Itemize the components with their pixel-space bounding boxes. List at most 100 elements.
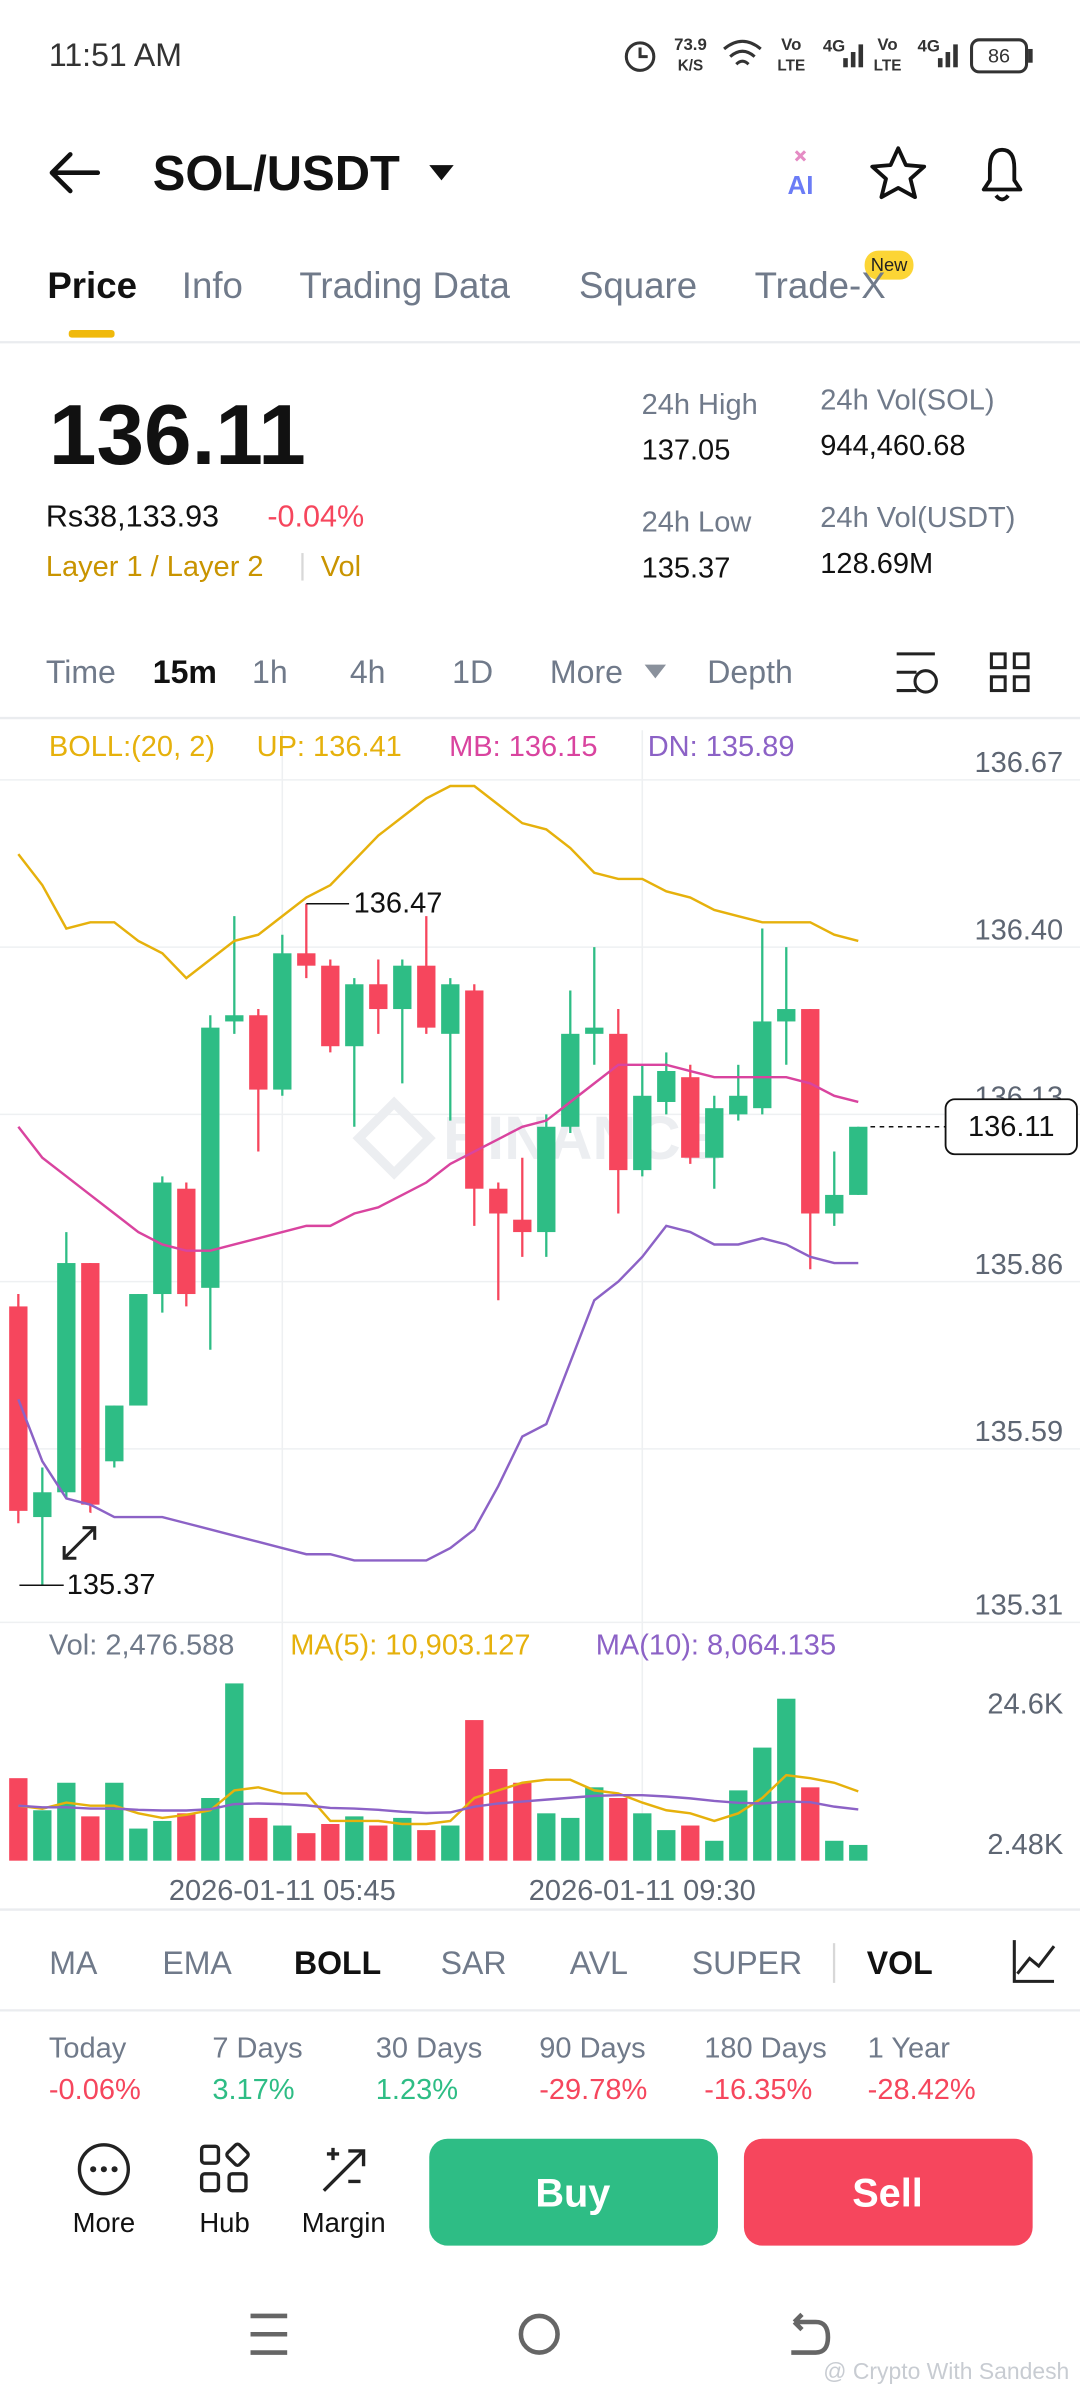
- candle-body: [657, 1071, 676, 1102]
- volume-bar: [153, 1820, 172, 1861]
- sell-label[interactable]: Sell: [852, 2172, 923, 2216]
- y-tick-label: 2.48K: [987, 1829, 1063, 1861]
- stat-label: 24h Vol(SOL): [820, 384, 994, 416]
- candle-body: [129, 1294, 148, 1406]
- candle-body: [393, 965, 412, 1010]
- candle-body: [849, 1126, 868, 1195]
- indicator-tab[interactable]: AVL: [570, 1945, 628, 1981]
- alert-button[interactable]: [981, 147, 1023, 202]
- action-label[interactable]: More: [73, 2207, 136, 2238]
- stat-value: 128.69M: [820, 548, 933, 580]
- volume-bar: [297, 1833, 316, 1861]
- tab[interactable]: Square: [579, 265, 697, 306]
- volume-bar: [345, 1816, 364, 1861]
- candle-body: [201, 1027, 220, 1288]
- indicator-tab[interactable]: SUPER: [692, 1945, 802, 1981]
- buy-label[interactable]: Buy: [535, 2172, 610, 2216]
- period-label: Today: [49, 2033, 127, 2065]
- candle-body: [297, 953, 316, 966]
- volume-bar: [273, 1825, 292, 1861]
- volume-bar: [9, 1778, 28, 1861]
- period-label: 1 Year: [868, 2033, 951, 2065]
- sell-button[interactable]: [743, 2138, 1033, 2246]
- volume-bar: [609, 1798, 628, 1861]
- nav-back[interactable]: [791, 2312, 831, 2355]
- interval[interactable]: Depth: [707, 654, 793, 690]
- pair-title: SOL/USDT: [153, 147, 400, 201]
- interval[interactable]: 1D: [452, 654, 493, 690]
- buy-button[interactable]: [429, 2138, 718, 2246]
- interval[interactable]: Time: [46, 654, 116, 690]
- stat-label: 24h Low: [642, 507, 753, 539]
- period-change: -0.06%: [49, 2074, 141, 2106]
- layout-icon[interactable]: [989, 652, 1030, 693]
- period-change: -28.42%: [868, 2074, 976, 2106]
- stat-value: 135.37: [642, 552, 731, 584]
- candle-body: [681, 1077, 700, 1158]
- period-change: 1.23%: [376, 2074, 458, 2106]
- y-tick-label: 135.86: [974, 1249, 1063, 1281]
- candle-body: [801, 1009, 820, 1214]
- interval[interactable]: More: [550, 654, 623, 690]
- indicator-tab[interactable]: VOL: [867, 1945, 933, 1981]
- interval[interactable]: 4h: [350, 654, 386, 690]
- indicator-tab[interactable]: EMA: [162, 1945, 232, 1981]
- status-time: 11:51 AM: [49, 37, 182, 73]
- candle-body: [9, 1306, 28, 1511]
- indicator-tab[interactable]: SAR: [441, 1945, 507, 1981]
- tag[interactable]: Layer 1 / Layer 2: [46, 551, 264, 583]
- y-tick-label: 136.40: [974, 914, 1063, 946]
- volume-bar: [585, 1787, 604, 1861]
- period-change: -29.78%: [539, 2074, 647, 2106]
- candle-body: [225, 1015, 244, 1022]
- expand-icon: [62, 1526, 97, 1560]
- candle-body: [441, 984, 460, 1034]
- volume-bar: [249, 1817, 268, 1861]
- candle-body: [345, 984, 364, 1047]
- candle-body: [417, 965, 436, 1028]
- nav-home[interactable]: [518, 2313, 560, 2355]
- action-label[interactable]: Margin: [302, 2207, 386, 2238]
- candle-body: [537, 1126, 556, 1233]
- x-tick-label: 2026-01-11 09:30: [529, 1875, 756, 1907]
- battery-level: 86: [988, 46, 1010, 68]
- lte: LTE: [777, 57, 805, 74]
- volume-bar: [513, 1782, 532, 1861]
- back-button[interactable]: [49, 152, 101, 194]
- tab[interactable]: Trading Data: [299, 265, 510, 306]
- tag[interactable]: Vol: [321, 551, 361, 583]
- favorite-button[interactable]: [870, 146, 927, 200]
- indicator-tab[interactable]: MA: [49, 1945, 98, 1981]
- volte: Vo: [877, 35, 897, 54]
- high-annotation: 136.47: [354, 888, 443, 920]
- candle-body: [57, 1263, 76, 1493]
- chart-settings-icon[interactable]: [896, 652, 938, 694]
- y-tick-label: 24.6K: [987, 1688, 1063, 1720]
- volume-bar: [465, 1720, 484, 1861]
- volume-bar: [729, 1790, 748, 1861]
- ai-button[interactable]: AI: [787, 170, 813, 200]
- candle-body: [321, 965, 340, 1047]
- volume-bar: [201, 1798, 220, 1861]
- action-icons: [77, 2142, 366, 2196]
- period-change: 3.17%: [212, 2074, 294, 2106]
- action-label[interactable]: Hub: [199, 2207, 249, 2238]
- more-dropdown[interactable]: [644, 664, 667, 679]
- nav-menu[interactable]: [250, 2313, 288, 2355]
- interval[interactable]: 1h: [252, 654, 288, 690]
- ai-spark: [794, 150, 807, 162]
- indicator-tab[interactable]: BOLL: [294, 1945, 381, 1981]
- volume-bar: [849, 1844, 868, 1861]
- candle-body: [513, 1219, 532, 1233]
- volume-bar: [177, 1813, 196, 1861]
- candle-body: [705, 1108, 724, 1158]
- stat-label: 24h Vol(USDT): [820, 502, 1015, 534]
- period-label: 180 Days: [704, 2033, 827, 2065]
- legend-entry: MA(5): 10,903.127: [290, 1629, 530, 1661]
- tab[interactable]: Price: [47, 265, 137, 306]
- pair-dropdown[interactable]: [429, 165, 454, 181]
- interval[interactable]: 15m: [153, 654, 217, 690]
- indicator-settings[interactable]: [1012, 1940, 1056, 1983]
- tab[interactable]: Trade-X: [755, 265, 886, 306]
- tab[interactable]: Info: [182, 265, 243, 306]
